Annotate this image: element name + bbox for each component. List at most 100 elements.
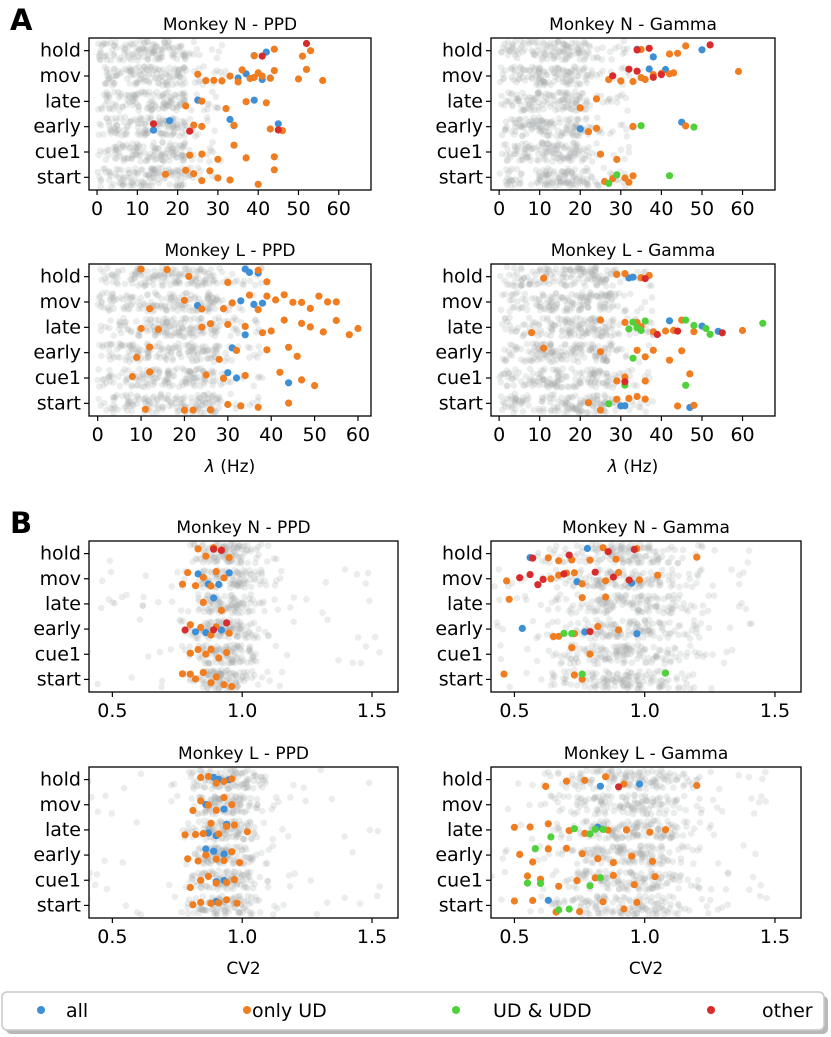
background-point	[196, 77, 203, 84]
background-point	[547, 349, 555, 356]
background-point	[182, 50, 189, 58]
background-point	[161, 381, 169, 388]
background-point	[535, 268, 543, 275]
background-point	[142, 275, 149, 282]
background-point	[240, 281, 247, 289]
background-point	[687, 602, 695, 609]
background-point	[606, 169, 614, 177]
x-tick-label: 30	[216, 424, 240, 446]
background-point	[549, 352, 557, 359]
background-point	[223, 667, 230, 674]
background-point	[173, 149, 181, 156]
background-point	[198, 402, 206, 410]
data-point-only-ud	[576, 104, 584, 112]
background-point	[562, 169, 570, 176]
background-point	[513, 344, 521, 351]
background-point	[178, 151, 186, 159]
data-point-only-ud	[146, 305, 154, 313]
background-point	[583, 79, 591, 87]
background-point	[258, 571, 266, 578]
background-point	[510, 76, 518, 84]
background-point	[190, 51, 198, 58]
background-point	[195, 394, 203, 402]
background-point	[592, 541, 600, 548]
background-point	[141, 373, 148, 381]
background-point	[540, 68, 547, 75]
background-point	[504, 181, 512, 188]
background-point	[608, 340, 616, 348]
background-point	[566, 68, 573, 76]
background-point	[112, 144, 120, 152]
background-point	[124, 52, 131, 59]
background-point	[142, 120, 149, 128]
background-point	[619, 121, 627, 129]
background-point	[682, 582, 690, 589]
background-point	[100, 269, 107, 276]
background-point	[261, 577, 268, 585]
background-point	[172, 280, 179, 287]
background-point	[100, 376, 108, 383]
background-point	[116, 318, 123, 325]
background-point	[532, 72, 540, 79]
background-point	[150, 393, 158, 401]
data-point-only-ud	[234, 78, 242, 86]
background-point	[502, 178, 510, 185]
y-tick-label-early: early	[435, 116, 483, 138]
background-point	[574, 92, 581, 99]
background-point	[515, 97, 523, 105]
background-point	[503, 45, 510, 53]
background-point	[628, 599, 635, 607]
background-point	[529, 319, 537, 326]
background-point	[240, 577, 248, 584]
background-point	[504, 146, 511, 153]
background-point	[150, 167, 158, 174]
background-point	[599, 601, 607, 608]
background-point	[235, 643, 243, 650]
background-point	[207, 556, 215, 564]
background-point	[557, 383, 565, 391]
background-point	[119, 296, 126, 303]
data-point-only-ud	[186, 649, 194, 657]
background-point	[235, 632, 242, 640]
background-point	[537, 178, 545, 185]
background-point	[142, 354, 149, 362]
background-point	[129, 340, 137, 348]
background-point	[600, 164, 608, 172]
background-point	[603, 357, 610, 365]
background-point	[171, 124, 179, 132]
background-point	[205, 295, 212, 303]
background-point	[620, 595, 627, 603]
background-point	[197, 318, 205, 326]
background-point	[517, 345, 525, 353]
background-point	[551, 380, 558, 387]
background-point	[145, 183, 153, 190]
background-point	[597, 276, 604, 284]
plot-area	[94, 264, 362, 416]
data-point-all	[215, 580, 223, 589]
background-point	[176, 280, 184, 287]
background-point	[514, 298, 521, 306]
background-point	[191, 275, 199, 282]
background-point	[563, 103, 570, 110]
background-point	[211, 342, 219, 350]
background-point	[150, 272, 157, 280]
background-point	[563, 315, 570, 323]
background-point	[129, 401, 136, 408]
background-point	[641, 627, 648, 635]
background-point	[158, 164, 166, 172]
background-point	[627, 617, 634, 625]
background-point	[137, 89, 145, 96]
background-point	[513, 327, 521, 335]
background-point	[506, 297, 514, 304]
background-point	[529, 322, 537, 329]
data-point-all	[274, 120, 282, 128]
background-point	[567, 351, 575, 359]
background-point	[613, 548, 620, 555]
background-point	[537, 267, 544, 274]
background-point	[534, 356, 541, 364]
background-point	[140, 78, 147, 85]
background-point	[147, 165, 154, 173]
background-point	[559, 66, 567, 73]
background-point	[173, 121, 180, 128]
background-point	[194, 131, 202, 138]
